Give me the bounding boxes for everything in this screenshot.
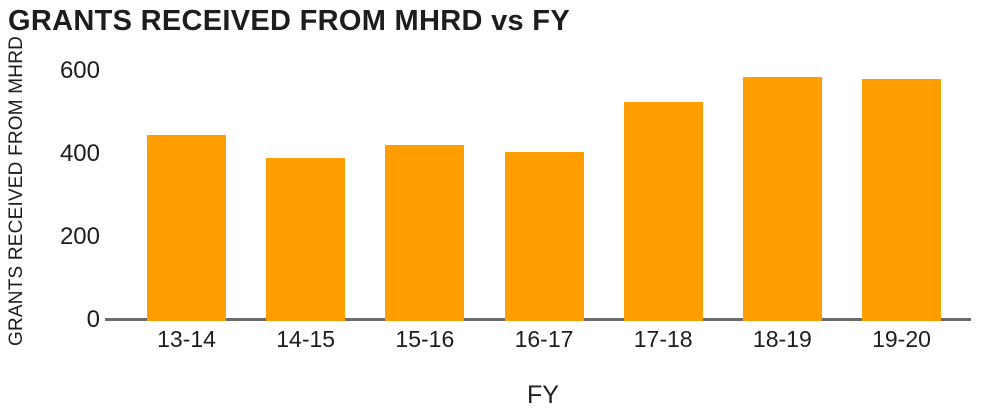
bar-18-19 bbox=[742, 76, 822, 321]
x-tick-label: 17-18 bbox=[633, 326, 693, 352]
y-tick-label: 400 bbox=[59, 139, 100, 167]
x-tick-label: 16-17 bbox=[514, 326, 574, 352]
bar-13-14 bbox=[147, 134, 226, 321]
x-tick-label: 14-15 bbox=[276, 326, 336, 352]
y-tick-label: 200 bbox=[59, 222, 100, 250]
y-tick-label: 600 bbox=[59, 56, 100, 84]
bar-16-17 bbox=[504, 151, 584, 321]
bar-15-16 bbox=[385, 145, 465, 321]
x-axis-title: FY bbox=[527, 381, 559, 409]
x-tick-label: 18-19 bbox=[752, 326, 812, 352]
x-tick-label: 19-20 bbox=[872, 326, 931, 352]
bar-17-18 bbox=[623, 101, 703, 321]
bar-14-15 bbox=[266, 157, 346, 321]
bar-19-20 bbox=[862, 78, 942, 321]
y-tick-label: 0 bbox=[86, 306, 100, 333]
y-axis-title: GRANTS RECEIVED FROM MHRD bbox=[6, 35, 27, 346]
x-tick-label: 15-16 bbox=[395, 326, 455, 352]
x-tick-label: 13-14 bbox=[157, 326, 216, 352]
chart-title: GRANTS RECEIVED FROM MHRD vs FY bbox=[8, 5, 570, 37]
